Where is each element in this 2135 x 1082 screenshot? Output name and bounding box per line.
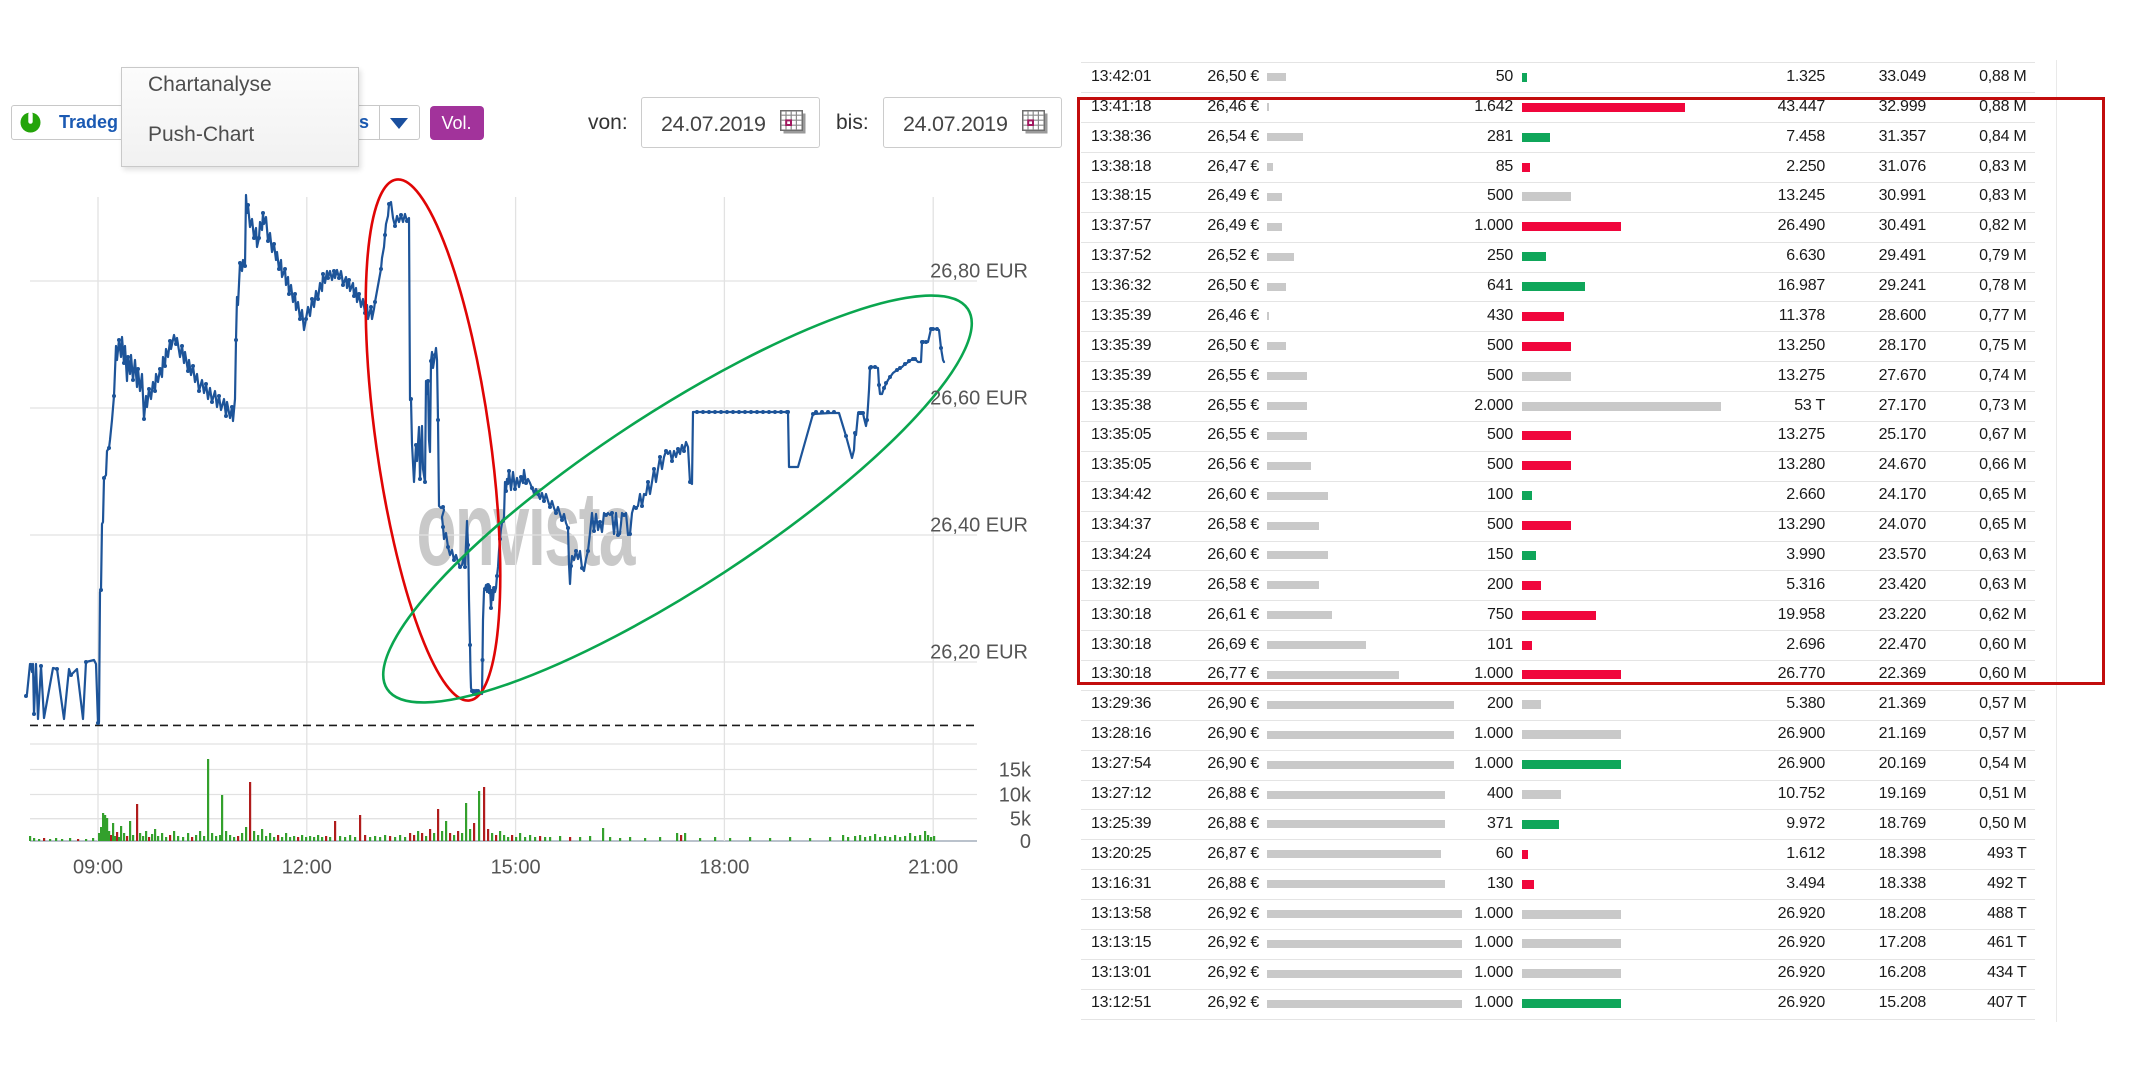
- svg-text:26,60 EUR: 26,60 EUR: [930, 388, 1028, 410]
- svg-text:0: 0: [1020, 831, 1031, 853]
- svg-text:09:00: 09:00: [73, 857, 123, 879]
- svg-text:26,80 EUR: 26,80 EUR: [930, 261, 1028, 283]
- svg-text:26,20 EUR: 26,20 EUR: [930, 642, 1028, 664]
- svg-text:26,40 EUR: 26,40 EUR: [930, 515, 1028, 537]
- svg-text:18:00: 18:00: [699, 857, 749, 879]
- svg-text:12:00: 12:00: [282, 857, 332, 879]
- svg-text:15k: 15k: [999, 760, 1032, 782]
- svg-text:5k: 5k: [1010, 809, 1032, 831]
- svg-text:15:00: 15:00: [491, 857, 541, 879]
- svg-text:10k: 10k: [999, 785, 1032, 807]
- svg-text:21:00: 21:00: [908, 857, 958, 879]
